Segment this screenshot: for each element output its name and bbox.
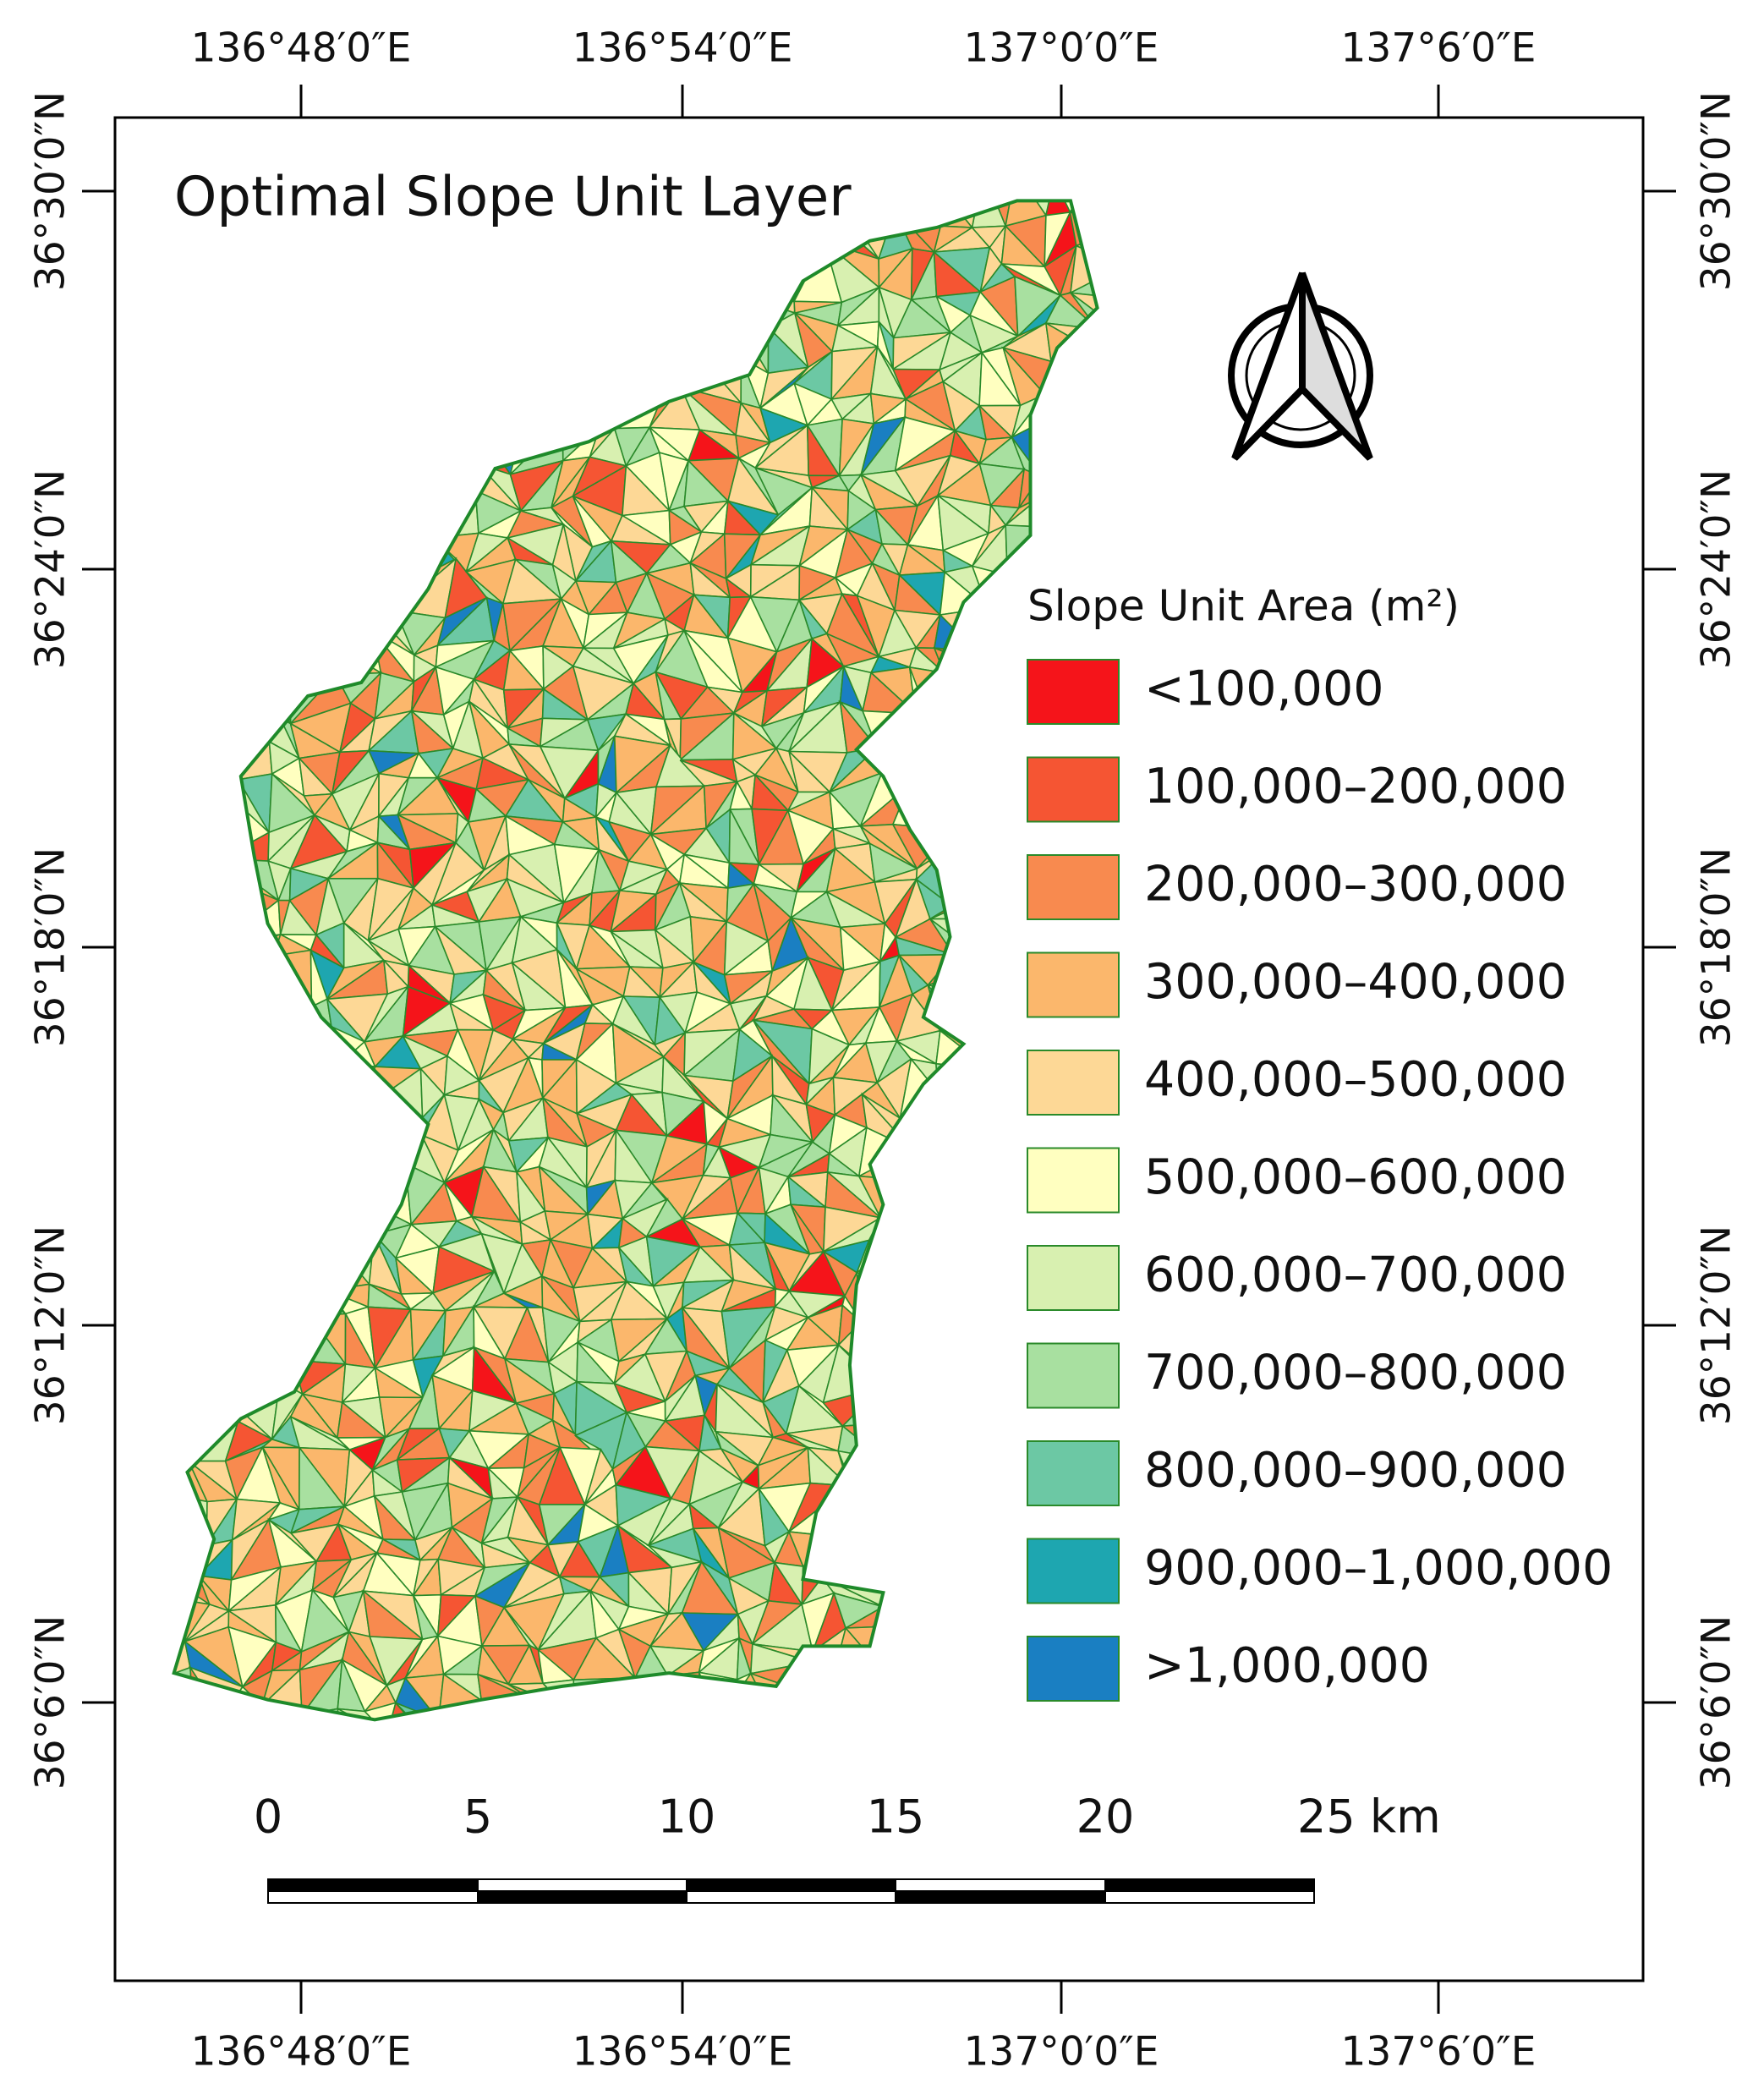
scale-segment xyxy=(477,1890,688,1904)
latitude-label: 36°24′0″N xyxy=(28,469,74,669)
legend-swatch xyxy=(1027,1050,1120,1116)
latitude-label: 36°18′0″N xyxy=(1694,847,1740,1047)
legend-label: >1,000,000 xyxy=(1144,1638,1430,1694)
legend-label: <100,000 xyxy=(1144,661,1383,717)
scale-label: 5 xyxy=(463,1790,492,1844)
longitude-label: 137°6′0″E xyxy=(1341,25,1537,72)
legend-swatch xyxy=(1027,1245,1120,1311)
latitude-label: 36°30′0″N xyxy=(1694,91,1740,291)
scale-segment xyxy=(1104,1890,1315,1904)
scale-segment xyxy=(267,1878,479,1892)
legend-label: 500,000–600,000 xyxy=(1144,1149,1567,1205)
legend-swatch xyxy=(1027,1147,1120,1214)
scale-label: 25 km xyxy=(1297,1790,1441,1844)
latitude-label: 36°12′0″N xyxy=(1694,1225,1740,1425)
legend-label: 400,000–500,000 xyxy=(1144,1052,1567,1108)
scale-label: 0 xyxy=(254,1790,282,1844)
scale-segment xyxy=(686,1890,896,1904)
scale-segment xyxy=(895,1878,1106,1892)
scale-segment xyxy=(1104,1878,1315,1892)
longitude-label: 136°48′0″E xyxy=(191,25,412,72)
scale-segment xyxy=(267,1890,479,1904)
scale-label: 15 xyxy=(867,1790,925,1844)
legend-label: 200,000–300,000 xyxy=(1144,857,1567,913)
legend-swatch xyxy=(1027,659,1120,725)
legend-label: 100,000–200,000 xyxy=(1144,759,1567,814)
scale-segment xyxy=(686,1878,896,1892)
legend-label: 900,000–1,000,000 xyxy=(1144,1540,1613,1596)
scale-label: 10 xyxy=(658,1790,716,1844)
legend-label: 800,000–900,000 xyxy=(1144,1443,1567,1499)
longitude-label: 136°54′0″E xyxy=(572,2029,793,2075)
longitude-label: 137°0′0″E xyxy=(964,2029,1159,2075)
legend-label: 300,000–400,000 xyxy=(1144,954,1567,1010)
latitude-label: 36°30′0″N xyxy=(28,91,74,291)
latitude-label: 36°18′0″N xyxy=(28,847,74,1047)
latitude-label: 36°12′0″N xyxy=(28,1225,74,1425)
legend-swatch xyxy=(1027,951,1120,1018)
longitude-label: 136°48′0″E xyxy=(191,2029,412,2075)
legend-title: Slope Unit Area (m²) xyxy=(1027,582,1460,631)
legend-swatch xyxy=(1027,1538,1120,1604)
latitude-label: 36°6′0″N xyxy=(28,1615,74,1790)
legend-swatch xyxy=(1027,1440,1120,1506)
longitude-label: 136°54′0″E xyxy=(572,25,793,72)
latitude-label: 36°24′0″N xyxy=(1694,469,1740,669)
longitude-label: 137°0′0″E xyxy=(964,25,1159,72)
legend-label: 600,000–700,000 xyxy=(1144,1247,1567,1303)
map-title: Optimal Slope Unit Layer xyxy=(174,167,852,229)
scale-segment xyxy=(477,1878,688,1892)
legend-swatch xyxy=(1027,1636,1120,1702)
scale-segment xyxy=(895,1890,1106,1904)
latitude-label: 36°6′0″N xyxy=(1694,1615,1740,1790)
longitude-label: 137°6′0″E xyxy=(1341,2029,1537,2075)
legend-swatch xyxy=(1027,1342,1120,1409)
scale-label: 20 xyxy=(1076,1790,1135,1844)
legend-swatch xyxy=(1027,756,1120,823)
slope-unit xyxy=(1014,200,1055,217)
legend-swatch xyxy=(1027,854,1120,920)
legend-label: 700,000–800,000 xyxy=(1144,1345,1567,1401)
